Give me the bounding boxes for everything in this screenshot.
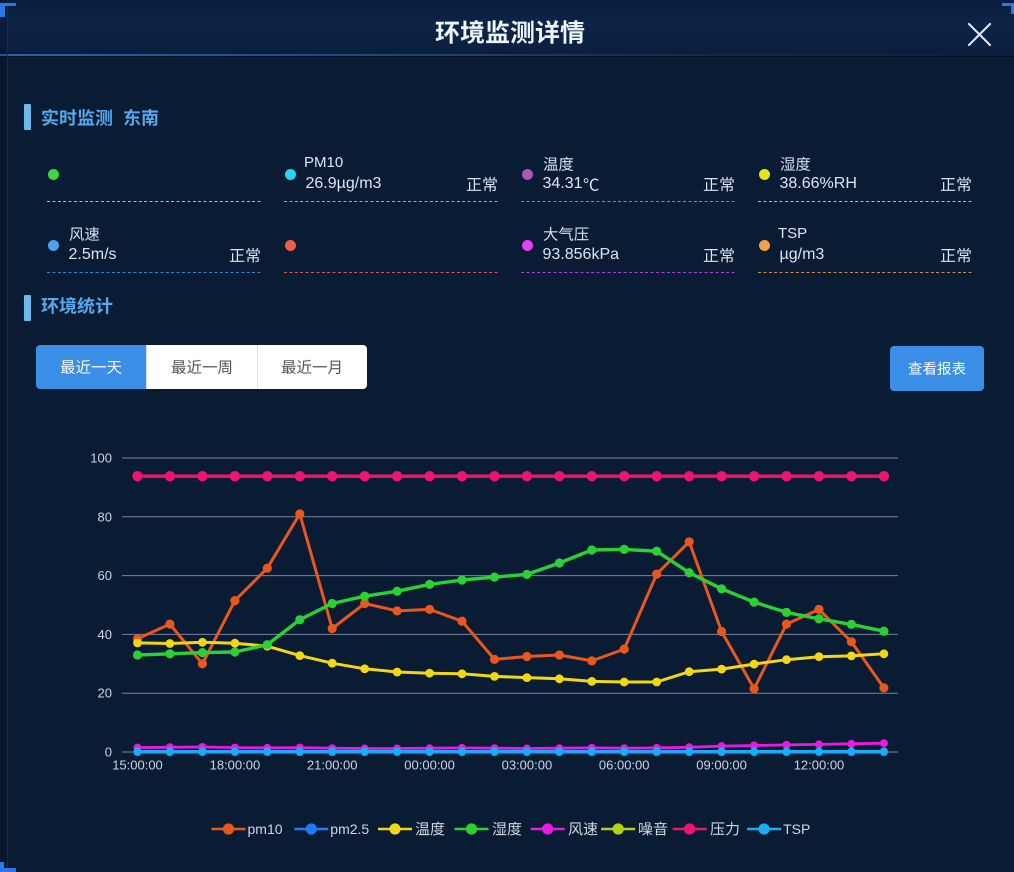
svg-text:TSP: TSP: [783, 821, 810, 837]
svg-text:20: 20: [98, 686, 112, 701]
svg-text:09:00:00: 09:00:00: [696, 758, 747, 773]
svg-text:0: 0: [105, 745, 112, 760]
svg-text:40: 40: [98, 627, 112, 642]
svg-text:18:00:00: 18:00:00: [210, 758, 261, 773]
svg-text:pm2.5: pm2.5: [330, 821, 369, 837]
svg-text:60: 60: [98, 568, 112, 583]
svg-text:100: 100: [90, 451, 112, 466]
svg-text:15:00:00: 15:00:00: [112, 758, 163, 773]
svg-text:03:00:00: 03:00:00: [502, 758, 553, 773]
svg-text:21:00:00: 21:00:00: [307, 758, 358, 773]
svg-text:80: 80: [98, 509, 112, 524]
svg-text:00:00:00: 00:00:00: [404, 758, 455, 773]
svg-text:06:00:00: 06:00:00: [599, 758, 650, 773]
svg-text:pm10: pm10: [248, 821, 283, 837]
svg-text:12:00:00: 12:00:00: [794, 758, 845, 773]
